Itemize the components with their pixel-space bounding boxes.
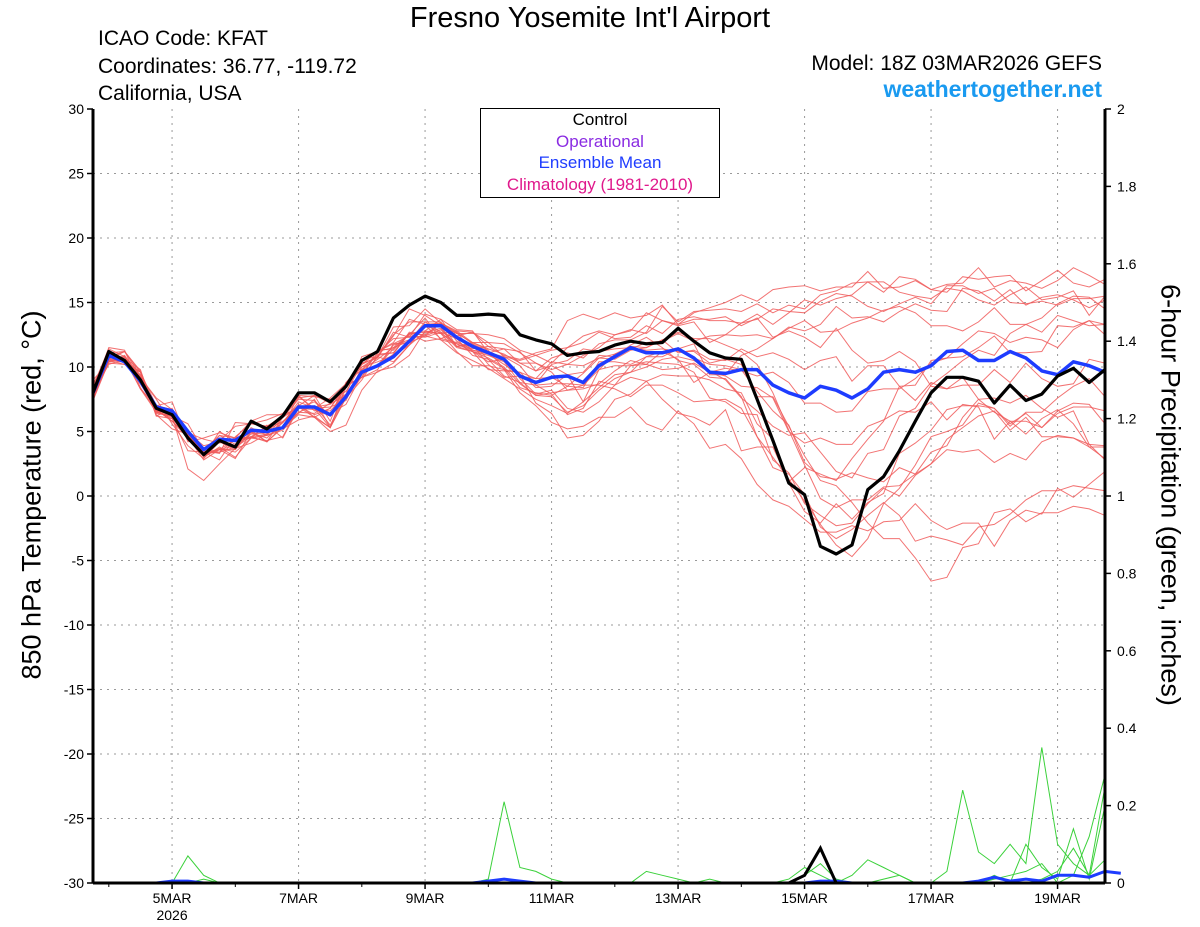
x-tick-label: 19MAR xyxy=(1034,890,1081,906)
y-axis-title-right: 6-hour Precipitation (green, inches) xyxy=(1155,284,1186,706)
model-run: Model: 18Z 03MAR2026 GEFS xyxy=(811,52,1102,75)
precip-member-line xyxy=(93,774,1106,884)
x-tick-label: 9MAR xyxy=(406,890,445,906)
control-precip-line xyxy=(93,844,1105,885)
y-tick-label: -25 xyxy=(64,811,84,827)
y2-tick-label: 2 xyxy=(1117,101,1125,117)
x-tick-label: 15MAR xyxy=(781,890,828,906)
coordinates: Coordinates: 36.77, -119.72 xyxy=(98,55,357,78)
y-tick-label: -10 xyxy=(64,617,84,633)
temp-member-line xyxy=(92,318,1106,558)
y-tick-label: 0 xyxy=(76,488,84,504)
mean-temp-line xyxy=(91,323,1106,452)
y2-tick-label: 0.2 xyxy=(1117,798,1137,814)
y-tick-label: -30 xyxy=(64,875,84,891)
precip-member-line xyxy=(93,805,1106,884)
precip-member-line xyxy=(93,747,1106,884)
y-tick-label: -15 xyxy=(64,682,84,698)
temp-member-line xyxy=(92,266,1106,458)
y2-tick-label: 1.8 xyxy=(1117,178,1137,194)
region: California, USA xyxy=(98,82,242,105)
y-tick-label: 25 xyxy=(68,166,84,182)
site-link[interactable]: weathertogether.net xyxy=(883,76,1102,102)
y-tick-label: 5 xyxy=(76,424,84,440)
gridlines xyxy=(93,109,1105,883)
y2-tick-label: 1.6 xyxy=(1117,256,1137,272)
control-temp-line xyxy=(91,294,1107,556)
icao-code: ICAO Code: KFAT xyxy=(98,27,268,50)
legend-item-ensemble-mean: Ensemble Mean xyxy=(538,153,662,172)
legend: Control Operational Ensemble Mean Climat… xyxy=(480,108,720,198)
y-tick-label: 30 xyxy=(68,101,84,117)
temp-member-line xyxy=(92,313,1106,483)
y2-tick-label: 0.4 xyxy=(1117,720,1137,736)
x-tick-label: 5MAR xyxy=(153,890,192,906)
chart-title: Fresno Yosemite Int'l Airport xyxy=(409,2,771,34)
y-tick-label: 20 xyxy=(68,230,84,246)
temp-member-lines xyxy=(92,266,1106,582)
legend-item-climatology: Climatology (1981-2010) xyxy=(506,174,694,194)
y2-tick-label: 1.4 xyxy=(1117,333,1137,349)
y2-tick-label: 0.6 xyxy=(1117,643,1137,659)
x-tick-label: 7MAR xyxy=(279,890,318,906)
x-tick-sublabel: 2026 xyxy=(156,907,187,923)
mean-precip-line xyxy=(93,869,1121,885)
legend-item-operational: Operational xyxy=(556,131,644,151)
y-tick-label: 15 xyxy=(68,295,84,311)
y2-tick-label: 0.8 xyxy=(1117,565,1137,581)
temp-member-line xyxy=(92,331,1106,509)
y-tick-label: -20 xyxy=(64,746,84,762)
y2-tick-label: 0 xyxy=(1117,875,1125,891)
y-tick-label: -5 xyxy=(72,553,85,569)
precip-member-lines xyxy=(93,747,1106,884)
y2-tick-label: 1 xyxy=(1117,488,1125,504)
temp-member-line xyxy=(92,305,1106,482)
temp-member-line xyxy=(92,295,1106,479)
axes: 302520151050-5-10-15-20-25-3021.81.61.41… xyxy=(64,101,1137,923)
y-axis-title-left: 850 hPa Temperature (red, °C) xyxy=(16,310,47,680)
x-tick-label: 13MAR xyxy=(655,890,702,906)
y2-tick-label: 1.2 xyxy=(1117,411,1137,427)
x-tick-label: 17MAR xyxy=(908,890,955,906)
legend-item-control: Control xyxy=(572,110,628,129)
temp-member-line xyxy=(92,308,1106,546)
y-tick-label: 10 xyxy=(68,359,84,375)
x-tick-label: 11MAR xyxy=(529,890,575,906)
precip-member-line xyxy=(93,786,1106,884)
temp-member-line xyxy=(92,269,1106,451)
